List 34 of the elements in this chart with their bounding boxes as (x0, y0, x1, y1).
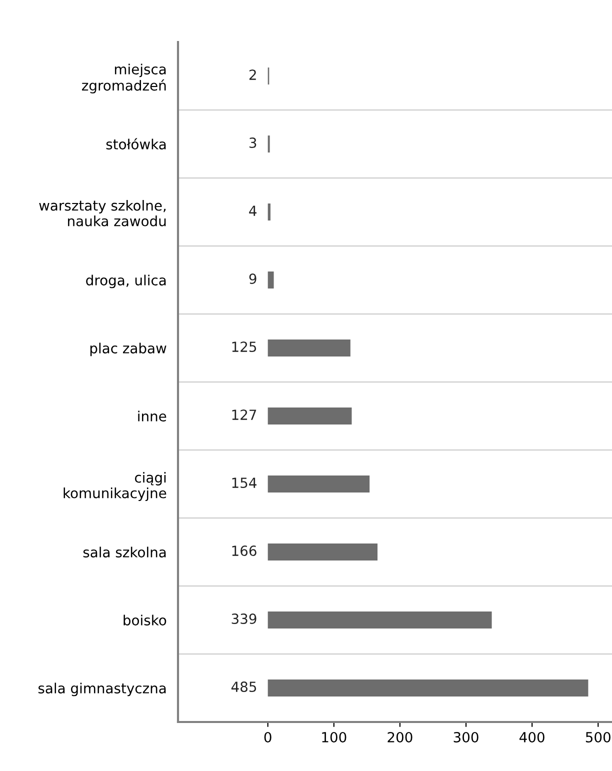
y-tick-label: stołówka (106, 138, 166, 150)
bar (268, 272, 274, 288)
x-tick-label: 500 (586, 732, 610, 742)
bar (268, 340, 350, 356)
bar (268, 476, 370, 492)
bar (268, 544, 378, 560)
y-tick-label: droga, ulica (86, 274, 166, 288)
data-label: 4 (249, 206, 256, 216)
data-label: 125 (232, 342, 256, 352)
data-label: 9 (249, 274, 256, 284)
data-label: 154 (232, 478, 256, 488)
y-tick-label: sala gimnastyczna (38, 682, 166, 696)
x-tick-label: 0 (264, 732, 272, 742)
y-tick-label: ciągi komunikacyjne (64, 472, 166, 501)
y-tick-label: miejsca zgromadzeń (82, 64, 166, 94)
bar (268, 408, 352, 424)
bar (268, 680, 588, 696)
x-tick-label: 200 (388, 732, 412, 742)
y-tick-label: inne (138, 410, 166, 422)
data-label: 127 (232, 410, 256, 420)
bar (268, 204, 270, 220)
data-label: 3 (249, 138, 256, 148)
data-label: 2 (249, 70, 256, 80)
data-label: 339 (232, 614, 256, 624)
bar (268, 612, 492, 628)
x-tick-label: 100 (322, 732, 346, 742)
x-tick-label: 400 (519, 732, 544, 742)
data-label: 485 (231, 682, 256, 692)
y-tick-label: plac zabaw (90, 342, 166, 356)
y-tick-label: sala szkolna (83, 546, 166, 558)
y-tick-label: warsztaty szkolne, nauka zawodu (39, 200, 166, 226)
data-label: 166 (232, 546, 256, 556)
x-tick-label: 300 (454, 732, 478, 742)
y-tick-label: boisko (124, 614, 166, 626)
